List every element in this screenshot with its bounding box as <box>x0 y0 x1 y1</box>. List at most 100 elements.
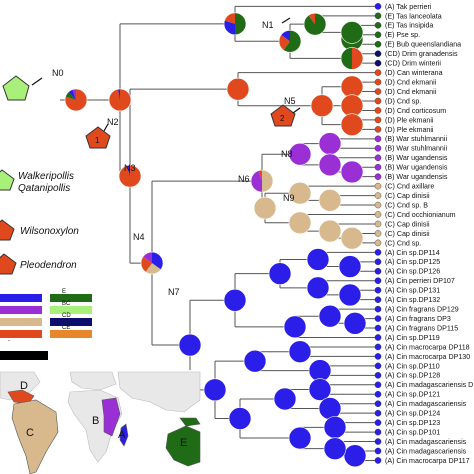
tip-label: (E) Tas insipida <box>385 22 433 30</box>
tip-dot <box>374 315 382 322</box>
ancestral-pie-slice <box>308 13 315 25</box>
legend-swatch <box>50 318 92 326</box>
tip-label: (A) Cin sp.DP128 <box>385 372 440 380</box>
ancestral-pie <box>243 349 267 373</box>
tip-dot <box>374 286 382 294</box>
ancestral-pie-slice <box>143 252 152 264</box>
tip-dot <box>374 173 382 180</box>
tip-dot <box>374 372 382 379</box>
legend-swatch-label: CD <box>62 313 71 319</box>
legend-swatch <box>50 330 92 338</box>
ancestral-pie-outline <box>278 29 302 53</box>
tip-label: (A) Cin perrieri DP107 <box>385 277 455 285</box>
fossil-legend-qatanipollis: Qatanipollis <box>18 183 70 194</box>
tip-dot <box>374 211 382 218</box>
ancestral-pie <box>318 132 342 155</box>
ancestral-pie <box>268 262 292 285</box>
tip-dot <box>374 447 382 455</box>
map-label-b: B <box>92 415 99 427</box>
tip-label: (CD) Drim winterii <box>385 60 441 68</box>
tip-label: (A) Cin fragrans DP129 <box>385 306 459 314</box>
legend-swatch <box>0 330 42 338</box>
tip-dot <box>374 201 382 209</box>
tip-dot <box>374 381 382 389</box>
ancestral-pie-slice <box>145 263 161 275</box>
pleodendron-marker-number: 2 <box>280 114 285 123</box>
node-labels: N0 N1 N2 N3 N4 N5 N6 N7 N8 N9 <box>52 20 296 297</box>
ancestral-pie-outline <box>64 88 88 112</box>
tip-label: (C) Cap dinisii <box>385 220 430 228</box>
tip-dot <box>374 230 382 237</box>
ancestral-pie-slice <box>72 88 76 100</box>
tip-label: (B) War stuhlmannii <box>385 135 447 143</box>
ancestral-pie <box>288 211 312 235</box>
tip-label: (A) Cin fragrans DP3 <box>385 315 451 323</box>
tip-dot <box>374 419 382 426</box>
legend-swatch-label: CE <box>62 325 70 331</box>
ancestral-pie <box>318 153 342 177</box>
ancestral-pie <box>338 255 362 278</box>
ancestral-pie <box>308 378 332 401</box>
tip-dot <box>374 154 382 162</box>
tip-label: (CD) Drim granadensis <box>385 50 458 58</box>
tip-dot <box>374 249 382 256</box>
ancestral-pie-slice <box>262 170 273 193</box>
new-guinea-region-e <box>179 417 201 427</box>
tip-label: (A) Cin madagascariensis D <box>385 381 473 389</box>
tip-label: (D) Cnd sp. <box>385 97 421 105</box>
tip-dot <box>374 107 382 114</box>
tip-label: (A) Cin sp.DP132 <box>385 296 440 304</box>
arrow-n5-icon <box>292 107 301 114</box>
fossil-legend-wilsonoxylon: Wilsonoxylon <box>20 226 79 237</box>
ancestral-pie-slice <box>117 88 120 100</box>
tip-dot <box>374 88 382 95</box>
tip-label: (C) Cnd sp. B <box>385 201 428 209</box>
ancestral-pie <box>338 283 362 307</box>
ancestral-pie-outline <box>223 12 247 36</box>
node-label-n1: N1 <box>262 20 274 30</box>
tip-label: (B) War stuhlmannii <box>385 145 447 153</box>
tip-dot <box>374 78 382 86</box>
node-label-n2: N2 <box>107 117 119 127</box>
tip-label: (E) Tas lanceolata <box>385 12 442 20</box>
tip-dot <box>374 296 382 303</box>
tip-label: (A) Cin macrocarpa DP117 <box>385 457 470 465</box>
fossil-legend-pleodendron-icon <box>0 253 17 275</box>
node-label-n4: N4 <box>133 232 145 242</box>
tip-label: (B) War ugandensis <box>385 154 448 162</box>
tip-label: (A) Tak perrieri <box>385 3 432 11</box>
legend-swatch-label: BC <box>62 301 71 307</box>
tip-dot <box>374 438 382 445</box>
tip-dot <box>374 353 382 360</box>
tip-label: (A) Cin madagascariensis <box>385 447 467 455</box>
tip-label: (A) Cin sp.DP114 <box>385 249 440 257</box>
ancestral-pie-slice <box>152 252 164 270</box>
ancestral-pie-slice <box>109 88 132 111</box>
ancestral-pie-slice <box>141 256 152 272</box>
fossil-legend-pleodendron: Pleodendron <box>20 260 77 271</box>
legend-swatch <box>0 318 42 326</box>
tip-label: (A) Cin sp.DP123 <box>385 419 440 427</box>
tip-label: (A) Cin madagascariensis <box>385 400 467 408</box>
area-color-legend: E BC CD CE <box>0 289 92 338</box>
tip-label: (C) Cnd occhionianum <box>385 211 456 219</box>
tip-label: (A) Cin sp.DP125 <box>385 258 440 266</box>
ancestral-pie <box>273 387 297 411</box>
tip-label: (A) Cin sp.DP124 <box>385 410 440 418</box>
node-label-n7: N7 <box>168 287 180 297</box>
ancestral-pie-outline <box>340 47 364 70</box>
walkeripollis-marker-icon <box>2 75 30 101</box>
arrow-n2-icon <box>103 123 109 132</box>
tip-label: (A) Cin sp.DP121 <box>385 391 440 399</box>
map-label-c: C <box>26 427 34 439</box>
map-label-a: A <box>118 429 126 441</box>
map-label-e: E <box>180 437 187 449</box>
tip-label: (E) Pse sp. <box>385 31 420 39</box>
ancestral-pie-slice <box>235 12 246 35</box>
ancestral-pie-slice <box>281 30 290 42</box>
tip-dot <box>374 390 382 398</box>
caribbean-region-d <box>7 389 35 405</box>
ancestral-pie <box>228 407 252 430</box>
node-label-n9: N9 <box>283 193 295 203</box>
